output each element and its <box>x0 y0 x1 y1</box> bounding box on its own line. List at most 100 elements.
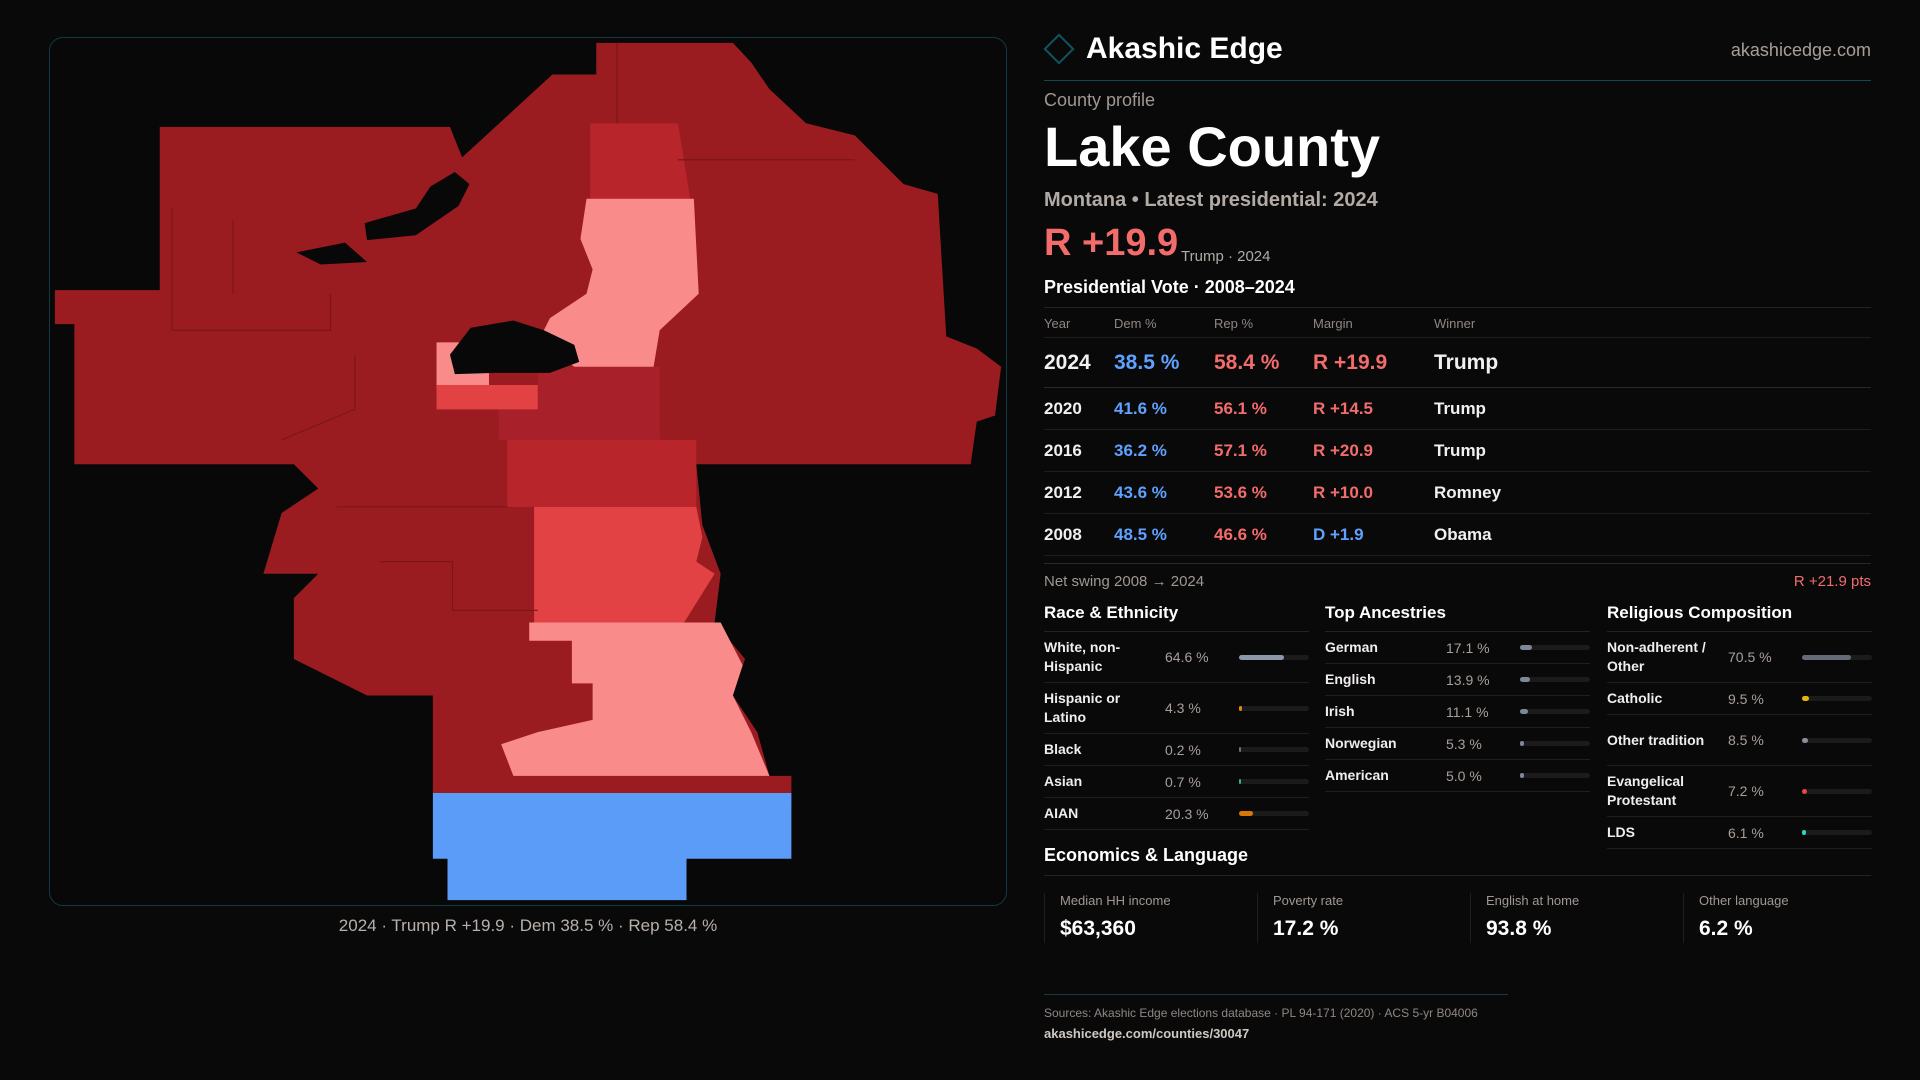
stat-value: 13.9 % <box>1446 671 1490 688</box>
stat-label: Asian <box>1044 773 1083 789</box>
stat-value: 8.5 % <box>1728 732 1764 748</box>
stat-value: 5.0 % <box>1446 767 1482 784</box>
stat-label: Norwegian <box>1325 735 1397 751</box>
economics-title: Economics & Language <box>1044 845 1249 865</box>
stat-row: English 13.9 % <box>1325 664 1590 696</box>
stat-bar <box>1802 788 1872 794</box>
map-region-lean-rep[interactable] <box>436 385 538 410</box>
vote-title: Presidential Vote · 2008–2024 <box>1044 277 1295 297</box>
brand[interactable]: Akashic Edge <box>1043 32 1283 66</box>
stat-row: Asian 0.7 % <box>1044 766 1309 798</box>
logo-diamond-icon <box>1043 33 1075 65</box>
map-region-rep[interactable] <box>498 366 660 440</box>
divider <box>1044 307 1871 308</box>
stat-bar <box>1520 677 1590 682</box>
stat-bar <box>1239 654 1309 660</box>
map-region-rep[interactable] <box>507 439 697 507</box>
footer-divider <box>1044 994 1508 995</box>
stat-value: 7.2 % <box>1728 783 1764 799</box>
site-link[interactable]: akashicedge.com <box>1730 40 1871 60</box>
stat-bar-fill <box>1520 677 1530 682</box>
stat-value: 5.3 % <box>1446 735 1482 752</box>
stat-row: AIAN 20.3 % <box>1044 798 1309 830</box>
stat-bar <box>1239 779 1309 784</box>
stat-bar-fill <box>1802 654 1852 660</box>
stat-label: English <box>1325 671 1376 687</box>
section-top-ancestries: Top Ancestries German 17.1 % English 13.9 % I… <box>1325 600 1590 792</box>
economics-cards: Median HH income $63,360 Poverty rate 17.2 … <box>1044 893 1896 943</box>
stat-value: 17.1 % <box>1446 639 1490 656</box>
stat-bar-fill <box>1239 747 1241 752</box>
margin-cell: R +10.0 <box>1313 482 1374 502</box>
stat-bar-fill <box>1239 811 1254 816</box>
stat-row: Other tradition 8.5 % <box>1607 715 1872 766</box>
section-title: Top Ancestries <box>1325 600 1590 632</box>
col-winner: Winner <box>1434 316 1476 331</box>
swing-value: R +21.9 pts <box>1793 573 1871 590</box>
stat-label: German <box>1325 639 1378 655</box>
year-cell: 2024 <box>1044 350 1091 374</box>
margin-cell: R +20.9 <box>1313 440 1374 460</box>
divider <box>1044 875 1871 876</box>
winner-cell: Obama <box>1434 524 1492 544</box>
table-header: Year Dem % Rep % Margin Winner <box>1044 310 1871 338</box>
stat-value: 0.7 % <box>1165 773 1201 790</box>
col-dem: Dem % <box>1114 316 1157 331</box>
card-label: Other language <box>1699 893 1789 908</box>
stat-label: White, non-Hispanic <box>1044 639 1121 674</box>
lake <box>296 242 368 265</box>
stat-value: 0.2 % <box>1165 741 1201 758</box>
map-region-tilt-rep[interactable] <box>537 198 699 367</box>
stat-value: 64.6 % <box>1165 649 1209 665</box>
stat-bar <box>1239 705 1309 711</box>
stat-row: White, non-Hispanic 64.6 % <box>1044 632 1309 683</box>
stat-label: Irish <box>1325 703 1355 719</box>
section-title: Religious Composition <box>1607 600 1872 632</box>
county-url[interactable]: akashicedge.com/counties/30047 <box>1044 1026 1250 1041</box>
county-map[interactable] <box>49 37 1007 906</box>
section-title: Race & Ethnicity <box>1044 600 1309 632</box>
stat-label: Other tradition <box>1607 731 1705 748</box>
card-value: 17.2 % <box>1273 917 1339 940</box>
map-region-lean-rep[interactable] <box>534 506 715 623</box>
table-row[interactable]: 2008 48.5 % 46.6 % D +1.9 Obama <box>1044 514 1871 556</box>
dem-cell: 38.5 % <box>1114 350 1180 374</box>
stat-card: English at home 93.8 % <box>1470 893 1683 943</box>
stat-label: Hispanic or Latino <box>1044 690 1121 725</box>
table-row[interactable]: 2012 43.6 % 53.6 % R +10.0 Romney <box>1044 472 1871 514</box>
stat-bar-fill <box>1802 737 1808 743</box>
net-swing: Net swing 2008 → 2024 R +21.9 pts <box>1044 573 1871 590</box>
winner-cell: Trump <box>1434 440 1486 460</box>
stat-bar-fill <box>1520 741 1524 746</box>
stat-label: AIAN <box>1044 805 1079 821</box>
table-row[interactable]: 2020 41.6 % 56.1 % R +14.5 Trump <box>1044 388 1871 430</box>
stat-bar-fill <box>1520 645 1532 650</box>
divider <box>1044 80 1871 81</box>
precinct-boundaries <box>171 42 855 611</box>
rep-cell: 58.4 % <box>1214 350 1280 374</box>
margin-cell: R +14.5 <box>1313 398 1374 418</box>
map-region-tilt-rep[interactable] <box>501 622 770 776</box>
rep-cell: 53.6 % <box>1214 482 1267 502</box>
section-race-ethnicity: Race & Ethnicity White, non-Hispanic 64.6 … <box>1044 600 1309 830</box>
headline-margin-note: Trump · 2024 <box>1181 248 1271 265</box>
table-row[interactable]: 2024 38.5 % 58.4 % R +19.9 Trump <box>1044 338 1871 388</box>
winner-cell: Trump <box>1434 398 1486 418</box>
stat-card: Median HH income $63,360 <box>1044 893 1257 943</box>
card-label: Median HH income <box>1060 893 1171 908</box>
stat-card: Poverty rate 17.2 % <box>1257 893 1470 943</box>
map-region-rep[interactable] <box>590 123 691 199</box>
stat-bar <box>1520 645 1590 650</box>
stat-bar-fill <box>1802 788 1808 794</box>
margin-cell: D +1.9 <box>1313 524 1364 544</box>
stat-value: 70.5 % <box>1728 649 1772 665</box>
stat-label: Catholic <box>1607 690 1663 706</box>
card-value: $63,360 <box>1060 917 1136 940</box>
table-row[interactable]: 2016 36.2 % 57.1 % R +20.9 Trump <box>1044 430 1871 472</box>
stat-bar <box>1520 709 1590 714</box>
swing-label: Net swing 2008 → 2024 <box>1044 573 1205 590</box>
precinct-map-svg <box>54 42 1002 901</box>
map-region-dem[interactable] <box>432 792 792 901</box>
card-label: English at home <box>1486 893 1580 908</box>
stat-row: LDS 6.1 % <box>1607 817 1872 849</box>
